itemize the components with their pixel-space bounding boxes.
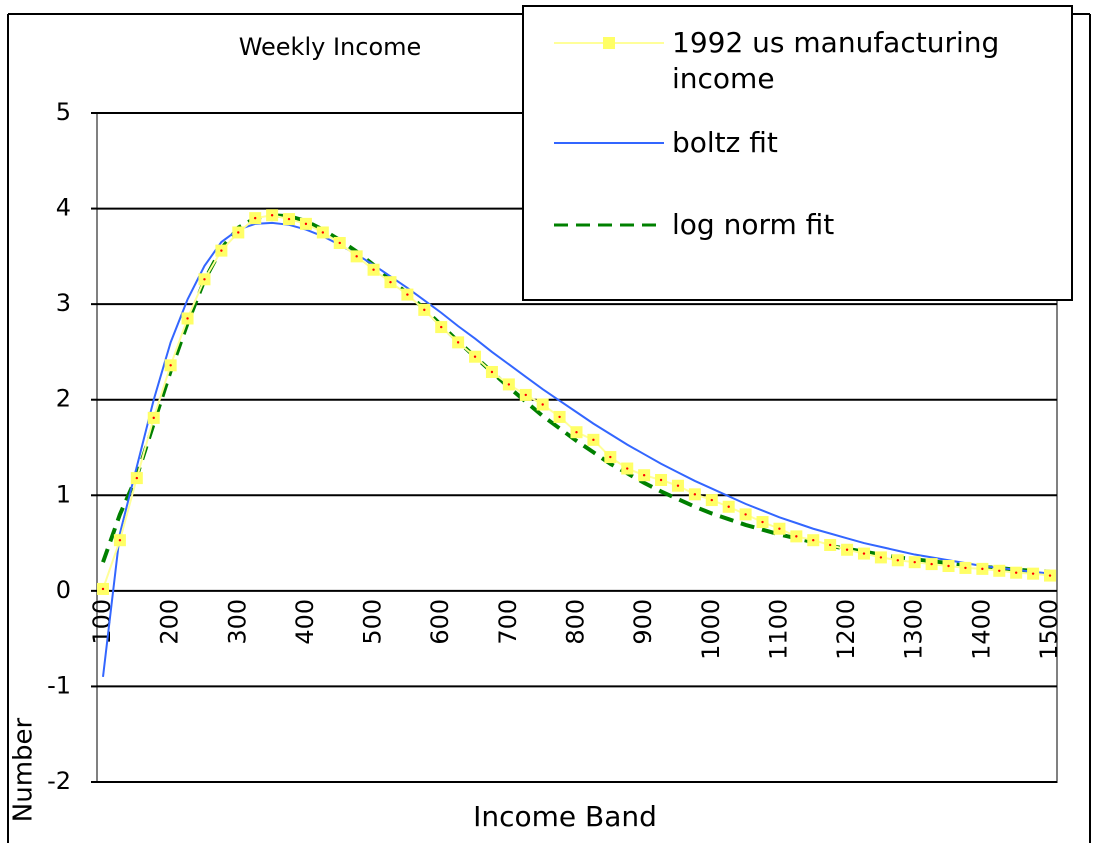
marker-dot [659,478,663,482]
y-tick-label: 2 [56,385,71,413]
marker-dot [744,513,747,516]
marker-dot [355,255,358,258]
marker-dot [152,416,155,420]
marker-dot [372,268,375,271]
marker-dot [710,498,713,502]
x-tick-label: 700 [494,599,522,645]
x-tick-label: 200 [156,599,184,645]
x-tick-label: 1500 [1035,599,1063,660]
marker-dot [879,556,883,559]
marker-dot [541,403,544,406]
marker-dot [1031,572,1035,575]
marker-dot [1014,571,1018,574]
marker-dot [507,383,511,386]
legend-label: boltz fit [672,126,778,159]
marker-dot [406,293,409,296]
marker-dot [676,484,680,487]
legend-label: log norm fit [672,208,835,241]
marker-dot [118,539,122,542]
marker-dot [609,455,612,459]
marker-dot [524,393,527,397]
marker-dot [287,217,291,221]
legend: 1992 us manufacturing income boltz fit log… [522,5,1073,301]
x-tick-label: 1200 [832,599,860,660]
chart-title: Weekly Income [239,33,422,61]
y-tick-label: -2 [47,767,71,795]
marker-dot [947,564,950,568]
marker-dot [490,370,494,374]
y-tick-label: 0 [56,576,71,604]
y-tick-label: 4 [56,194,71,222]
marker-dot [304,222,308,226]
marker-dot [389,280,392,284]
marker-dot [998,569,1001,572]
marker-dot [913,560,916,564]
marker-dot [101,587,105,591]
marker-dot [845,548,849,551]
x-tick-label: 900 [629,599,657,645]
marker-dot [828,543,832,547]
legend-entry: 1992 us manufacturing income [554,25,1032,97]
x-tick-label: 1000 [697,599,725,660]
marker-dot [642,474,646,477]
marker-dot [253,216,257,220]
legend-label: 1992 us manufacturing income [672,26,1000,95]
x-tick-label: 400 [291,599,319,645]
marker-dot [981,567,984,571]
marker-dot [135,476,139,480]
marker-dot [862,552,866,555]
x-tick-label: 1300 [900,599,928,660]
legend-entry: log norm fit [554,207,1032,243]
marker-dot [220,249,223,252]
marker-dot [321,231,325,234]
marker-dot [237,231,240,234]
marker-dot [558,415,561,419]
marker-dot [440,325,443,329]
x-tick-label: 300 [223,599,251,645]
marker-dot [473,355,477,358]
marker-dot [270,214,274,217]
marker-dot [930,562,933,566]
marker-dot [203,278,206,281]
y-axis-title: Number [9,717,39,822]
x-tick-label: 500 [359,599,387,645]
x-axis-title: Income Band [473,800,657,833]
marker-dot [626,467,629,470]
marker-dot [896,559,900,562]
y-tick-label: -1 [47,671,71,699]
marker-dot [338,241,341,245]
legend-swatch [554,37,664,49]
x-tick-label: 1100 [764,599,792,660]
marker-dot [812,539,815,542]
x-tick-label: 800 [562,599,590,645]
marker-dot [778,527,781,530]
marker-dot [456,341,460,344]
marker-dot [423,308,426,312]
legend-swatch [554,223,664,227]
marker-dot [1048,574,1052,577]
marker-dot [964,566,967,570]
legend-entry: boltz fit [554,125,1032,161]
y-tick-label: 1 [56,480,71,508]
marker-dot [186,317,189,320]
y-tick-label: 3 [56,289,71,317]
y-tick-label: 5 [56,98,71,126]
marker-dot [761,520,764,524]
x-tick-label: 1400 [967,599,995,660]
legend-marker [603,37,615,49]
marker-dot [795,535,798,538]
legend-swatch [554,142,664,144]
marker-dot [727,505,730,508]
marker-dot [169,364,172,367]
marker-dot [592,438,595,442]
x-tick-label: 600 [426,599,454,645]
marker-dot [575,431,578,434]
marker-dot [693,493,697,496]
